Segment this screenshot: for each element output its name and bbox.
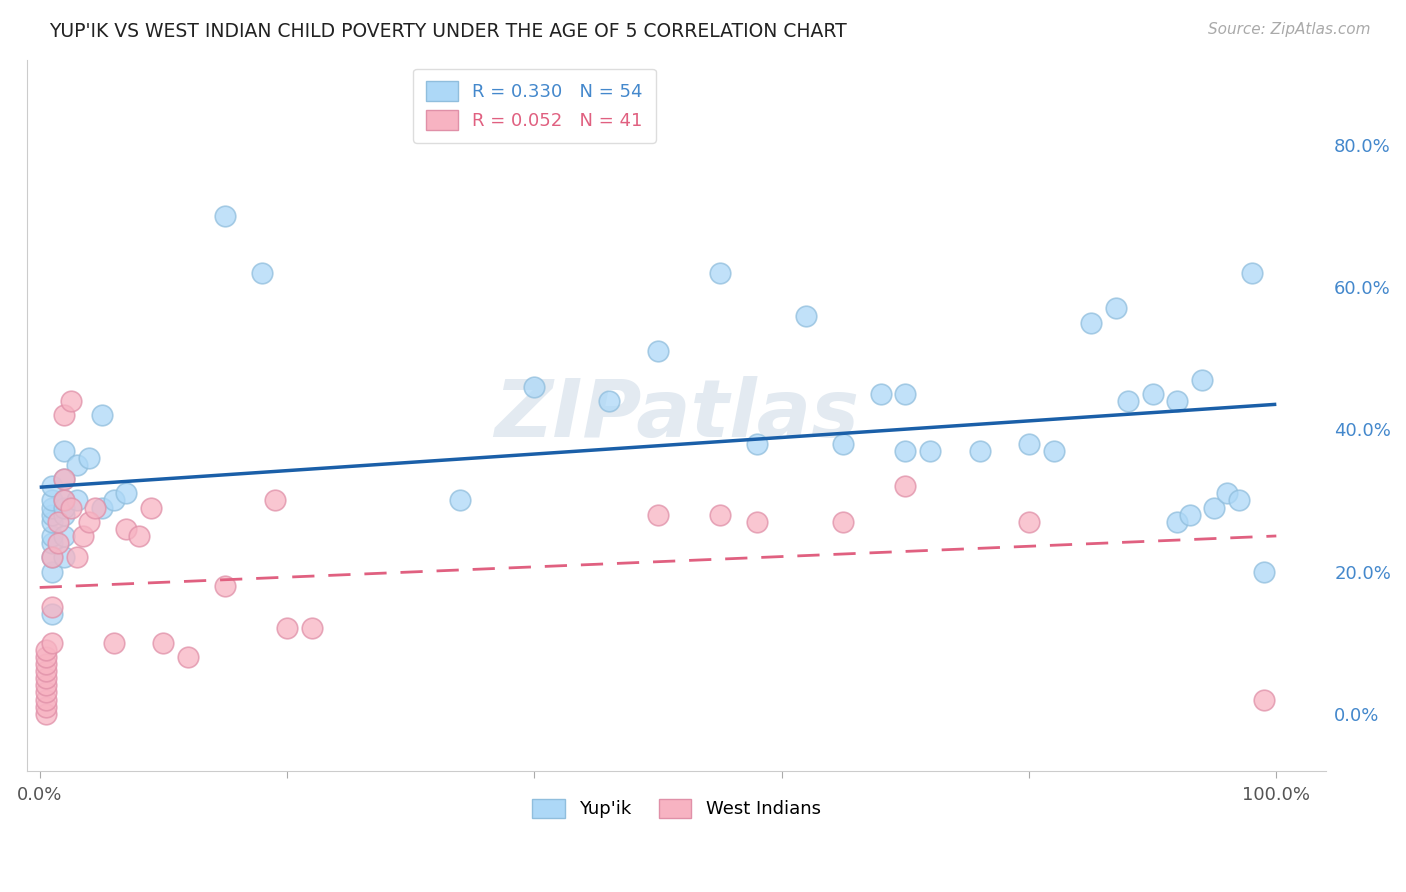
Point <box>1104 301 1126 316</box>
Point <box>53 529 76 543</box>
Point <box>35 678 58 692</box>
Point <box>103 636 125 650</box>
Point <box>894 479 917 493</box>
Point <box>1018 515 1040 529</box>
Point <box>53 493 76 508</box>
Point <box>1253 692 1275 706</box>
Point <box>869 386 891 401</box>
Point <box>59 393 82 408</box>
Point <box>745 436 768 450</box>
Text: Source: ZipAtlas.com: Source: ZipAtlas.com <box>1208 22 1371 37</box>
Text: ZIPatlas: ZIPatlas <box>494 376 859 454</box>
Point <box>41 607 63 622</box>
Point <box>177 649 200 664</box>
Point <box>709 266 731 280</box>
Point <box>152 636 174 650</box>
Point <box>969 443 991 458</box>
Point <box>115 486 138 500</box>
Point <box>35 671 58 685</box>
Point <box>41 493 63 508</box>
Point <box>35 706 58 721</box>
Point <box>214 209 236 223</box>
Point <box>1116 393 1139 408</box>
Point <box>1253 565 1275 579</box>
Point <box>918 443 941 458</box>
Point <box>53 508 76 522</box>
Point <box>263 493 285 508</box>
Point <box>1240 266 1263 280</box>
Point <box>1178 508 1201 522</box>
Point <box>35 664 58 678</box>
Point <box>35 685 58 699</box>
Point <box>72 529 94 543</box>
Point <box>35 699 58 714</box>
Point <box>449 493 471 508</box>
Point <box>59 500 82 515</box>
Point <box>598 393 620 408</box>
Point <box>41 550 63 565</box>
Point <box>832 515 855 529</box>
Point <box>53 500 76 515</box>
Point <box>1080 316 1102 330</box>
Point <box>139 500 162 515</box>
Point <box>53 472 76 486</box>
Point <box>35 642 58 657</box>
Point <box>115 522 138 536</box>
Point <box>1204 500 1226 515</box>
Point <box>35 657 58 671</box>
Point <box>41 600 63 615</box>
Point <box>41 500 63 515</box>
Point <box>647 344 669 359</box>
Point <box>41 565 63 579</box>
Point <box>53 408 76 422</box>
Point <box>41 529 63 543</box>
Point <box>894 443 917 458</box>
Point <box>1166 393 1188 408</box>
Point <box>41 636 63 650</box>
Point <box>214 579 236 593</box>
Point <box>1227 493 1250 508</box>
Point <box>745 515 768 529</box>
Point <box>1142 386 1164 401</box>
Point <box>90 408 112 422</box>
Point <box>41 508 63 522</box>
Point <box>53 472 76 486</box>
Point <box>66 550 89 565</box>
Point <box>35 692 58 706</box>
Point <box>46 515 69 529</box>
Point <box>709 508 731 522</box>
Point <box>252 266 274 280</box>
Point <box>1216 486 1239 500</box>
Point <box>128 529 150 543</box>
Point <box>647 508 669 522</box>
Point <box>1018 436 1040 450</box>
Point <box>66 493 89 508</box>
Point <box>53 493 76 508</box>
Legend: Yup'ik, West Indians: Yup'ik, West Indians <box>526 791 828 826</box>
Point <box>77 515 100 529</box>
Point <box>832 436 855 450</box>
Point <box>41 479 63 493</box>
Point <box>1191 373 1213 387</box>
Point <box>894 386 917 401</box>
Text: YUP'IK VS WEST INDIAN CHILD POVERTY UNDER THE AGE OF 5 CORRELATION CHART: YUP'IK VS WEST INDIAN CHILD POVERTY UNDE… <box>49 22 846 41</box>
Point <box>796 309 818 323</box>
Point <box>35 649 58 664</box>
Point <box>41 536 63 550</box>
Point <box>84 500 107 515</box>
Point <box>1042 443 1064 458</box>
Point <box>77 450 100 465</box>
Point <box>103 493 125 508</box>
Point <box>53 550 76 565</box>
Point <box>276 622 298 636</box>
Point <box>301 622 323 636</box>
Point <box>41 550 63 565</box>
Point <box>90 500 112 515</box>
Point <box>53 443 76 458</box>
Point <box>41 515 63 529</box>
Point <box>523 380 546 394</box>
Point <box>1166 515 1188 529</box>
Point <box>46 536 69 550</box>
Point <box>66 458 89 472</box>
